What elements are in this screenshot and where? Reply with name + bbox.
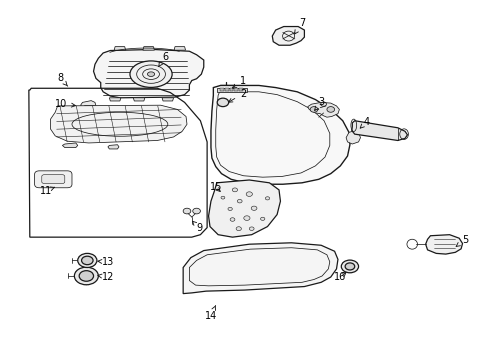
Polygon shape [81,100,96,109]
Text: 16: 16 [333,272,346,282]
Text: 11: 11 [40,186,55,195]
Polygon shape [229,88,233,91]
Circle shape [78,253,97,267]
Polygon shape [114,47,125,50]
Polygon shape [346,131,360,144]
Polygon shape [425,235,462,254]
Ellipse shape [260,217,264,220]
Polygon shape [109,98,121,101]
Text: 10: 10 [55,99,75,109]
Circle shape [183,208,190,214]
Circle shape [192,208,200,214]
Polygon shape [62,143,78,148]
Polygon shape [174,47,185,50]
Circle shape [326,107,334,112]
Text: 14: 14 [204,306,217,321]
Polygon shape [224,88,228,91]
Ellipse shape [236,227,241,231]
Text: 15: 15 [209,182,222,192]
FancyBboxPatch shape [35,171,72,188]
Polygon shape [50,105,186,143]
Text: 8: 8 [57,73,67,86]
Polygon shape [351,121,407,140]
Ellipse shape [232,188,237,192]
Circle shape [345,263,354,270]
Circle shape [81,256,93,265]
FancyBboxPatch shape [41,175,64,184]
Polygon shape [142,47,154,50]
Circle shape [309,107,317,112]
Polygon shape [307,102,339,117]
Ellipse shape [230,218,234,221]
Polygon shape [234,88,238,91]
Polygon shape [210,85,349,184]
Polygon shape [239,88,243,91]
Text: 4: 4 [360,117,369,128]
Ellipse shape [130,61,172,87]
Ellipse shape [251,206,256,210]
Circle shape [217,98,228,107]
Text: 2: 2 [228,89,245,102]
Text: 3: 3 [314,98,324,111]
Polygon shape [93,49,203,98]
Text: 13: 13 [98,257,114,267]
Polygon shape [219,85,232,91]
Text: 7: 7 [294,18,305,34]
Circle shape [74,267,98,285]
Polygon shape [183,243,337,294]
Ellipse shape [147,72,154,76]
Text: 1: 1 [232,76,245,88]
Text: 6: 6 [158,51,168,67]
Circle shape [79,271,93,281]
Ellipse shape [221,196,224,199]
Ellipse shape [227,207,232,211]
Ellipse shape [249,227,254,230]
Text: 9: 9 [192,221,202,233]
Circle shape [341,260,358,273]
Polygon shape [220,88,224,91]
Text: 12: 12 [98,272,114,282]
Ellipse shape [237,199,242,203]
Ellipse shape [245,192,252,197]
Polygon shape [108,145,119,149]
Polygon shape [216,87,246,92]
Polygon shape [218,106,227,112]
Polygon shape [208,180,280,237]
Polygon shape [133,98,144,101]
Polygon shape [272,27,304,45]
Text: 5: 5 [455,235,467,247]
Ellipse shape [244,216,249,220]
Ellipse shape [265,197,269,200]
Polygon shape [162,98,173,101]
